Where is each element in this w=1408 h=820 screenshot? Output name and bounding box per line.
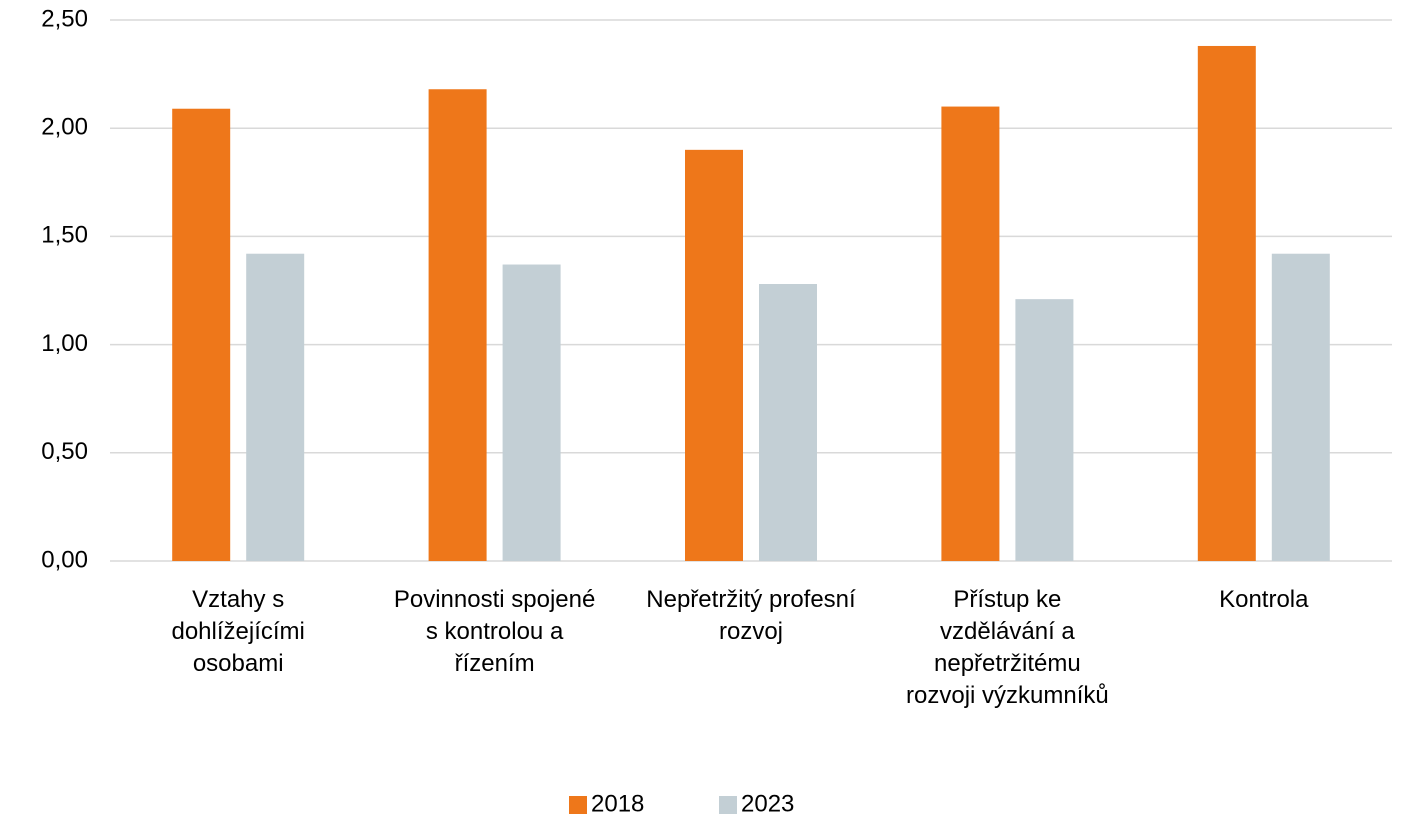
legend-swatch [719, 796, 737, 814]
bar [502, 264, 561, 561]
bar [428, 89, 487, 562]
bar [1015, 299, 1074, 561]
bar [172, 108, 231, 561]
bar [941, 106, 1000, 561]
x-tick-label: Kontrola [1219, 586, 1309, 613]
y-tick-label: 1,00 [41, 330, 88, 357]
y-tick-label: 0,50 [41, 438, 88, 465]
y-tick-label: 2,50 [41, 5, 88, 32]
bar [246, 253, 305, 561]
y-tick-label: 0,00 [41, 546, 88, 573]
x-tick-label: Vztahy s dohlížejícími osobami [171, 586, 305, 677]
y-tick-label: 2,00 [41, 114, 88, 141]
y-tick-label: 1,50 [41, 222, 88, 249]
legend-swatch [569, 796, 587, 814]
bar [1197, 45, 1256, 561]
x-tick-label: Povinnosti spojené s kontrolou a řízením [393, 586, 596, 677]
x-tick-label: Přístup ke vzdělávání a nepřetržitému ro… [906, 586, 1109, 709]
bar [1271, 253, 1330, 561]
bar [759, 284, 817, 561]
legend-label: 2023 [741, 790, 794, 817]
legend-label: 2018 [591, 790, 644, 817]
x-tick-label: Nepřetržitý profesní rozvoj [646, 586, 856, 645]
bar [685, 149, 743, 561]
